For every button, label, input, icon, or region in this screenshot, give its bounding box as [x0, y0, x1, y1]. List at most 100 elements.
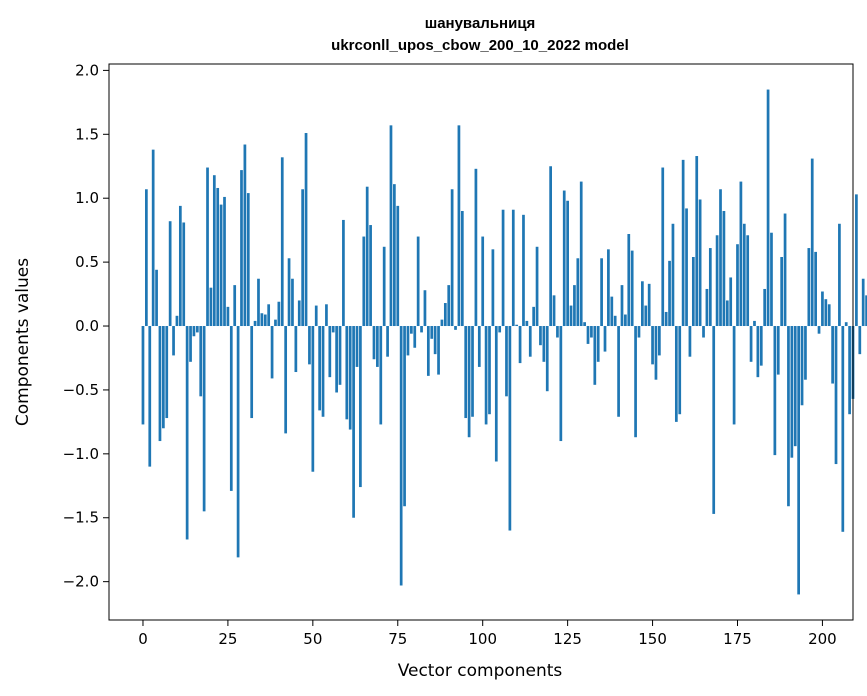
bar [708, 248, 712, 327]
bar [698, 199, 702, 327]
bar [525, 320, 529, 327]
bar [685, 208, 688, 327]
bar [386, 326, 389, 357]
bar [556, 326, 559, 338]
bar [209, 287, 213, 327]
bar [566, 200, 569, 327]
plot-frame [108, 63, 854, 621]
bar [450, 189, 454, 327]
bar [729, 277, 733, 327]
bar [861, 278, 865, 327]
y-tick-label: −2.0 [63, 573, 99, 591]
bar [664, 311, 668, 327]
bar [460, 210, 464, 327]
bar [783, 213, 787, 327]
bar [620, 285, 624, 327]
bar [263, 314, 267, 327]
bar [229, 326, 233, 491]
x-tick-label: 100 [468, 630, 497, 648]
bar [583, 322, 586, 327]
bar [192, 326, 196, 337]
bar [498, 326, 502, 333]
bar [212, 175, 216, 327]
bar [382, 246, 386, 327]
bar [280, 157, 284, 327]
bar [464, 326, 468, 419]
bar [759, 326, 763, 366]
bar [372, 326, 376, 360]
x-tick-label: 200 [808, 630, 837, 648]
x-tick-label: 75 [388, 630, 407, 648]
bar [437, 326, 440, 375]
bar [776, 326, 780, 375]
bar [165, 326, 169, 419]
bar [532, 306, 536, 327]
bar [535, 246, 539, 327]
bar [206, 167, 209, 327]
bar [838, 223, 841, 327]
bar [855, 194, 858, 327]
bar [559, 326, 563, 442]
bar [274, 319, 277, 327]
bar [236, 326, 240, 558]
bar [410, 326, 413, 334]
bar [226, 306, 230, 327]
y-axis-label: Components values [13, 258, 33, 426]
bar [199, 326, 203, 397]
bar [722, 210, 726, 327]
y-tick-label: −1.0 [63, 445, 99, 463]
bar [824, 299, 828, 327]
bar [573, 285, 576, 327]
bar [311, 326, 315, 472]
bar [314, 305, 318, 327]
x-axis-ticks: 0 25 50 75 100 125 150 175 200 [138, 620, 837, 648]
y-tick-label: −0.5 [63, 381, 99, 399]
bar [807, 248, 811, 327]
bar [695, 156, 699, 327]
bar [240, 170, 243, 327]
bar [396, 205, 400, 327]
bar [671, 223, 675, 327]
bar [294, 326, 298, 373]
bar [607, 249, 610, 327]
bar [691, 257, 695, 327]
bar [780, 257, 784, 327]
bar [610, 296, 614, 327]
bar [515, 324, 519, 327]
bar [297, 300, 301, 327]
bar [477, 326, 481, 367]
bar [416, 236, 420, 327]
bar [668, 260, 671, 327]
bars-group [141, 89, 867, 595]
bar [702, 326, 705, 338]
bar [634, 326, 637, 438]
bar [865, 295, 867, 327]
bar [291, 278, 294, 327]
bar [804, 326, 807, 380]
bar [613, 315, 617, 327]
bar [749, 326, 753, 362]
bar [352, 326, 355, 518]
bar [389, 125, 393, 327]
x-tick-label: 0 [138, 630, 148, 648]
bar [858, 326, 862, 355]
bar [637, 326, 641, 338]
chart-subtitle: ukrconll_upos_cbow_200_10_2022 model [331, 37, 629, 54]
bar [151, 149, 155, 327]
bar [304, 133, 308, 327]
bar [715, 235, 719, 327]
bar [376, 326, 379, 367]
bar [834, 326, 838, 465]
bar [488, 326, 491, 415]
bar [423, 290, 427, 327]
bar [739, 181, 743, 327]
bar [821, 291, 824, 327]
bar [253, 320, 257, 327]
bar [576, 258, 580, 327]
bar [725, 300, 729, 327]
bar [753, 320, 756, 327]
bar [233, 285, 237, 327]
bar [651, 326, 654, 365]
bar [321, 326, 325, 417]
bar [338, 326, 342, 385]
